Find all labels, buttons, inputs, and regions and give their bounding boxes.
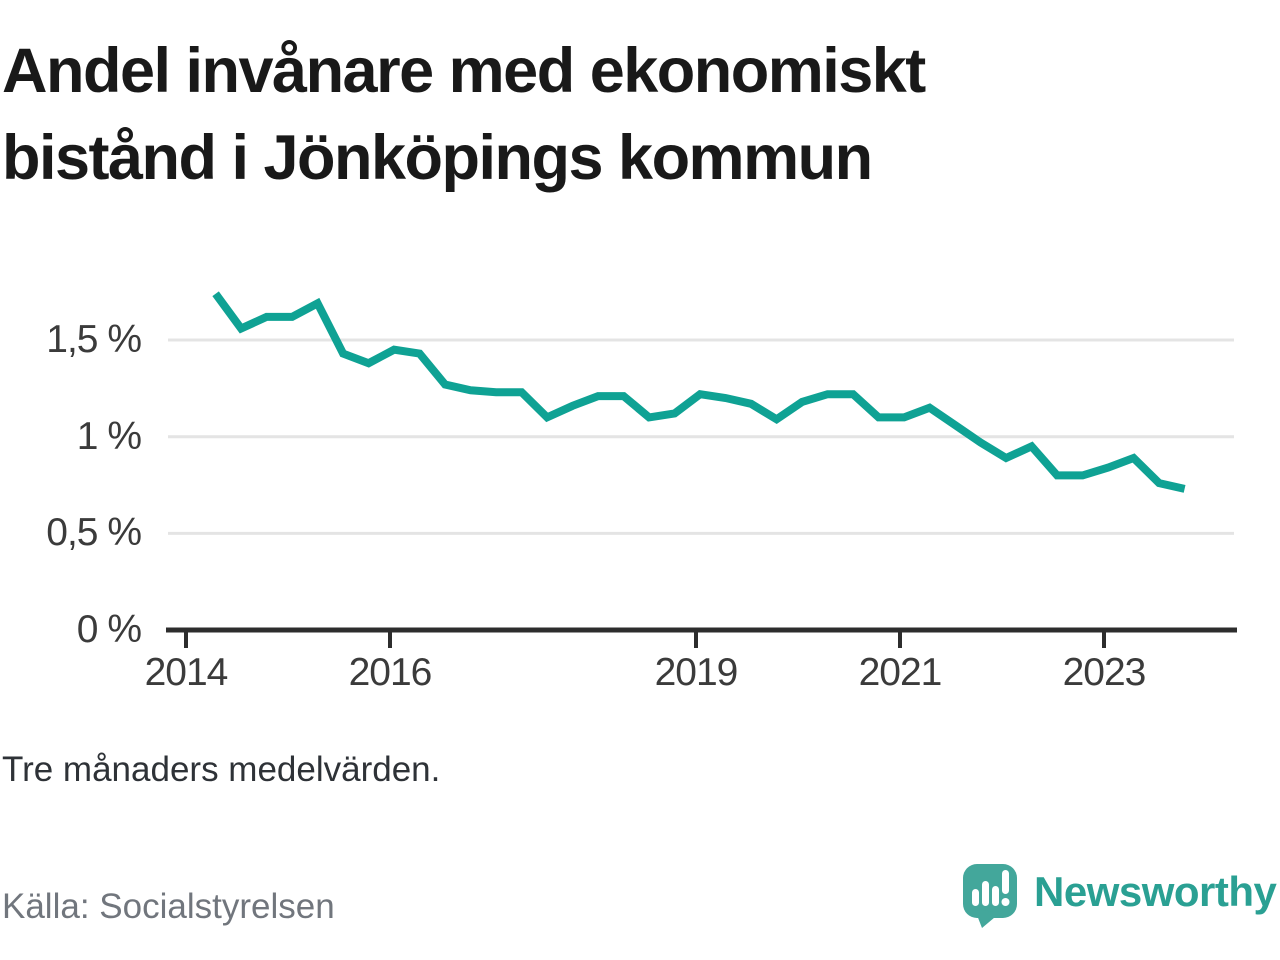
y-axis-label: 0,5 % xyxy=(46,511,142,555)
x-axis-label: 2021 xyxy=(858,651,943,694)
y-axis-label: 1,5 % xyxy=(46,318,142,362)
y-axis-label: 0 % xyxy=(76,608,142,651)
speech-bubble-bar-chart-icon xyxy=(963,864,1017,928)
data-line xyxy=(212,291,1186,493)
x-axis-label: 2023 xyxy=(1062,651,1147,694)
chart-note: Tre månaders medelvärden. xyxy=(2,750,441,789)
y-axis-label: 1 % xyxy=(76,414,142,458)
x-axis-label: 2014 xyxy=(144,651,229,694)
page-title-line2: bistånd i Jönköpings kommun xyxy=(2,123,873,193)
page-title: Andel invånare med ekonomiskt bistånd i J… xyxy=(2,28,926,202)
page-title-line1: Andel invånare med ekonomiskt xyxy=(2,36,926,106)
x-axis-label: 2016 xyxy=(348,651,433,694)
newsworthy-logo: Newsworthy xyxy=(960,860,1280,934)
x-axis-label: 2019 xyxy=(654,651,739,694)
source-caption: Källa: Socialstyrelsen xyxy=(2,887,335,926)
newsworthy-logo-text: Newsworthy xyxy=(1034,868,1277,915)
